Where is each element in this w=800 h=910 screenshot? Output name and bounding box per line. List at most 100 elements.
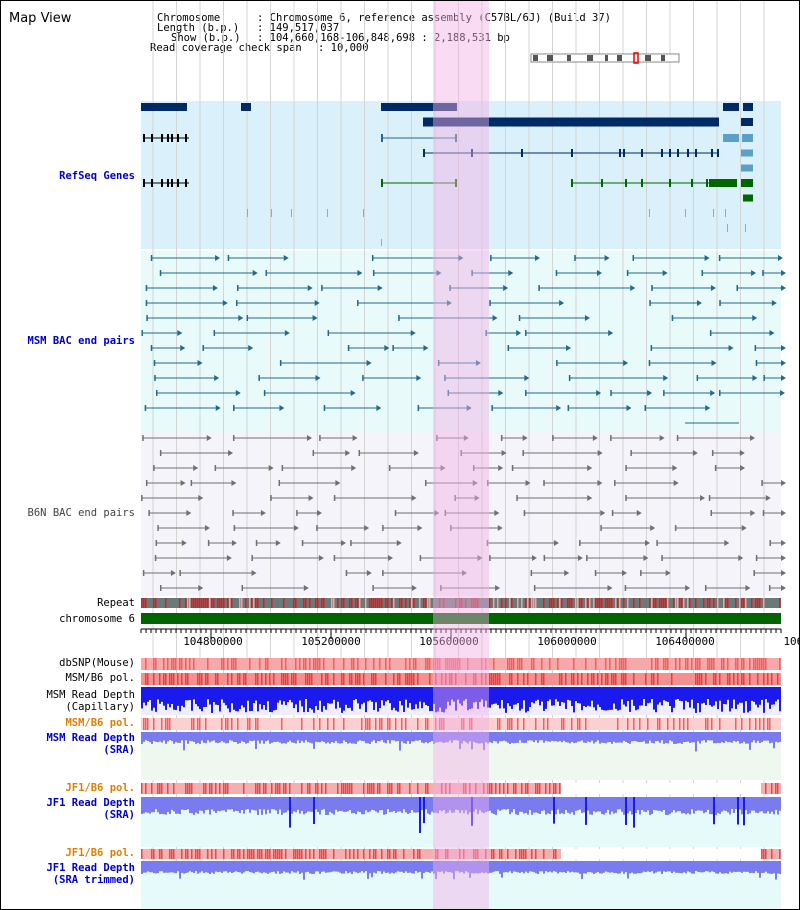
snp-mark <box>235 658 237 670</box>
snp-mark <box>437 849 439 859</box>
depth-bar <box>557 732 559 742</box>
depth-bar <box>473 732 475 742</box>
depth-bar <box>549 797 551 815</box>
depth-bar <box>283 687 285 702</box>
depth-bar <box>317 861 319 872</box>
depth-bar <box>751 687 753 701</box>
exon <box>185 179 187 187</box>
jf1-b6-pol-2-stripe <box>141 849 781 859</box>
depth-bar <box>415 797 417 813</box>
snp-mark <box>323 849 325 859</box>
depth-bar <box>617 687 619 711</box>
jf1-depth-trim-label: JF1 Read Depth <box>46 862 135 874</box>
snp-mark <box>197 673 199 685</box>
depth-bar <box>507 861 509 873</box>
snp-mark <box>757 658 759 670</box>
repeat-mark <box>365 598 367 608</box>
depth-bar <box>741 687 743 703</box>
ideogram-band <box>547 55 553 61</box>
depth-bar <box>663 861 665 872</box>
depth-bar <box>407 797 409 814</box>
snp-mark <box>275 849 277 859</box>
depth-bar <box>255 861 257 873</box>
depth-bar <box>291 687 293 703</box>
depth-bar <box>431 861 433 872</box>
depth-bar <box>685 687 687 701</box>
depth-bar <box>491 797 493 814</box>
snp-mark <box>239 849 241 859</box>
repeat-mark <box>695 598 697 608</box>
snp-mark <box>349 783 351 794</box>
snp-mark <box>247 718 249 730</box>
snp-mark <box>563 718 565 730</box>
snp-mark <box>555 849 557 859</box>
depth-bar <box>275 732 277 742</box>
depth-bar <box>621 687 623 700</box>
snp-mark <box>617 718 619 730</box>
bac-end-arrow <box>592 435 598 441</box>
depth-bar <box>685 797 687 815</box>
depth-bar <box>551 861 553 873</box>
depth-bar <box>711 861 713 872</box>
snp-mark <box>671 673 673 685</box>
snp-mark <box>369 718 371 730</box>
depth-bar <box>321 797 323 810</box>
depth-bar <box>663 687 665 701</box>
bac-end <box>213 330 216 336</box>
depth-bar <box>377 687 379 712</box>
depth-bar <box>767 797 769 812</box>
depth-bar <box>705 732 707 743</box>
repeat-mark <box>359 598 361 608</box>
depth-bar <box>333 861 335 872</box>
depth-bar <box>175 861 177 874</box>
length-label: Length (b.p.) <box>157 22 240 34</box>
depth-bar <box>481 797 483 813</box>
depth-bar <box>561 687 563 703</box>
bac-end <box>649 300 651 306</box>
depth-bar <box>241 687 243 706</box>
depth-bar <box>505 861 507 873</box>
snp-mark <box>729 673 731 685</box>
gene-tick <box>727 224 728 232</box>
snp-mark <box>299 849 301 859</box>
depth-bar <box>403 687 405 712</box>
bac-end <box>362 375 364 381</box>
snp-mark <box>449 658 451 670</box>
depth-bar <box>263 861 265 873</box>
depth-bar <box>175 797 177 814</box>
snp-mark <box>613 673 615 685</box>
snp-mark <box>595 658 597 670</box>
depth-bar <box>717 732 719 743</box>
depth-bar <box>571 797 573 813</box>
depth-bar <box>739 797 741 810</box>
depth-bar <box>285 732 287 744</box>
repeat-mark <box>205 598 207 608</box>
snp-mark <box>705 673 707 685</box>
depth-bar <box>379 732 381 742</box>
bac-end <box>141 330 143 336</box>
depth-bar <box>659 797 661 811</box>
depth-bar <box>739 732 741 744</box>
snp-mark <box>515 849 517 859</box>
bac-end <box>155 540 158 546</box>
repeat-mark <box>153 598 155 608</box>
depth-bar <box>561 732 563 743</box>
snp-mark <box>389 658 391 670</box>
repeat-mark <box>553 598 555 608</box>
depth-bar <box>493 732 495 742</box>
snp-mark <box>285 673 287 685</box>
depth-bar <box>307 732 309 743</box>
depth-bar <box>413 732 415 742</box>
depth-bar <box>303 732 305 743</box>
bac-end <box>258 375 260 381</box>
depth-bar <box>707 687 709 700</box>
snp-mark <box>305 673 307 685</box>
snp-mark <box>545 783 547 794</box>
depth-bar <box>287 861 289 873</box>
depth-bar <box>505 797 507 810</box>
bac-end <box>202 345 204 351</box>
snp-mark <box>231 658 233 670</box>
depth-bar <box>423 732 425 744</box>
depth-bar <box>227 687 229 709</box>
